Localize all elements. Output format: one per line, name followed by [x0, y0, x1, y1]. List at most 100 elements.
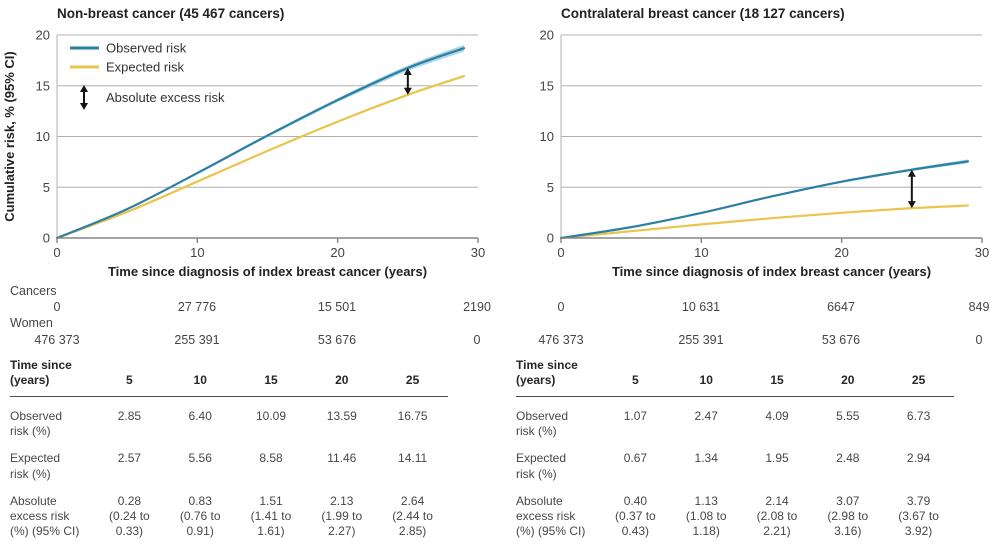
excess-value: 0.40 (0.37 to 0.43) [615, 493, 656, 538]
column-header: 5 [126, 373, 133, 388]
y-tick-label: 20 [36, 28, 50, 43]
x-axis-title: Time since diagnosis of index breast can… [612, 264, 931, 279]
observed-value: 13.59 [326, 409, 357, 424]
excess-risk-row: Absolute excess risk (%) (95% CI) 0.40 (0.3… [516, 494, 954, 539]
cancers-count: 6647 [827, 300, 855, 314]
column-header: 10 [699, 373, 713, 388]
row-label-expected: Expected risk (%) [516, 451, 567, 481]
observed-value: 2.47 [694, 409, 718, 424]
column-header: 25 [405, 373, 420, 388]
women-count: 255 391 [678, 333, 724, 347]
observed-value: 10.09 [255, 409, 286, 424]
excess-value: 1.51 (1.41 to 1.61) [250, 493, 292, 538]
cancers-count: 849 [968, 300, 990, 314]
excess-value: 3.79 (3.67 to 3.92) [898, 493, 939, 538]
table-header-row: Time since (years) 5 10 15 20 25 [10, 356, 448, 398]
expected-risk-row: Expected risk (%) 0.67 1.34 1.95 2.48 2.9… [516, 451, 954, 481]
cancers-count: 0 [53, 300, 61, 314]
excess-value: 2.13 (1.99 to 2.27) [321, 493, 363, 538]
y-tick-label: 0 [43, 231, 50, 246]
observed-value: 1.07 [623, 409, 648, 424]
chart-title: Non-breast cancer (45 467 cancers) [57, 6, 284, 21]
excess-risk-row: Absolute excess risk (%) (95% CI) 0.28 (0.2… [10, 494, 448, 539]
excess-value: 1.13 (1.08 to 1.18) [685, 493, 727, 538]
women-count: 53 676 [821, 333, 861, 347]
expected-value: 2.94 [906, 451, 931, 466]
expected-value: 8.58 [259, 451, 283, 466]
expected-value: 14.11 [398, 451, 428, 466]
y-tick-label: 10 [540, 129, 554, 144]
row-label-observed: Observed risk (%) [516, 409, 569, 439]
x-tick-label: 0 [557, 245, 564, 260]
row-label-excess: Absolute excess risk (%) (95% CI) [516, 493, 586, 538]
row-label-expected: Expected risk (%) [10, 451, 61, 481]
numbers-at-risk-left: Cancers 0 27 776 15 501 2190 Women 476 3… [0, 284, 500, 354]
y-tick-label: 0 [547, 231, 554, 246]
column-header: 20 [335, 373, 349, 388]
chart-non-breast-cancer: 0 10 20 30 0 5 10 15 20 Non-breast cancer (45 467… [2, 6, 485, 279]
y-axis-title: Cumulative risk, % (95% CI) [2, 51, 17, 222]
cancers-row-label: Cancers [10, 284, 57, 298]
expected-value: 0.67 [623, 451, 648, 466]
observed-risk-row: Observed risk (%) 2.85 6.40 10.09 13.59 1… [10, 409, 448, 439]
excess-value: 2.14 (2.08 to 2.21) [756, 493, 798, 538]
legend-observed-label: Observed risk [106, 41, 187, 56]
cancers-count: 15 501 [317, 300, 357, 314]
cancers-count: 0 [557, 300, 565, 314]
column-header: 15 [264, 373, 278, 388]
x-tick-label: 30 [471, 245, 485, 260]
column-header: 15 [770, 373, 784, 388]
observed-value: 16.75 [397, 409, 428, 424]
arrow-head-up [80, 85, 88, 92]
y-tick-label: 15 [36, 78, 50, 93]
women-count: 476 373 [34, 333, 80, 347]
women-count: 476 373 [538, 333, 584, 347]
observed-value: 2.85 [117, 409, 142, 424]
row-label-excess: Absolute excess risk (%) (95% CI) [10, 493, 80, 538]
observed-value: 6.73 [906, 409, 931, 424]
x-tick-label: 20 [330, 245, 344, 260]
header-time-since: Time since (years) [516, 358, 578, 388]
excess-arrow [907, 169, 916, 209]
expected-value: 5.56 [188, 451, 212, 466]
cancers-count: 27 776 [177, 300, 217, 314]
excess-value: 0.28 (0.24 to 0.33) [109, 493, 150, 538]
row-label-observed: Observed risk (%) [10, 409, 63, 439]
observed-line [559, 160, 970, 240]
expected-value: 2.57 [117, 451, 142, 466]
column-header: 20 [841, 373, 855, 388]
y-tick-label: 5 [547, 180, 554, 195]
table-header-row: Time since (years) 5 10 15 20 25 [516, 356, 954, 398]
x-axis-title: Time since diagnosis of index breast can… [108, 264, 427, 279]
excess-value: 3.07 (2.98 to 3.16) [827, 493, 869, 538]
column-header: 5 [632, 373, 639, 388]
y-tick-label: 20 [540, 28, 554, 43]
chart-title: Contralateral breast cancer (18 127 canc… [561, 6, 845, 21]
panel-non-breast-cancer: 0 10 20 30 0 5 10 15 20 Non-breast cancer (45 467… [0, 6, 500, 539]
cancers-count: 10 631 [681, 300, 721, 314]
observed-value: 5.55 [836, 409, 860, 424]
women-count: 0 [975, 333, 983, 347]
expected-risk-row: Expected risk (%) 2.57 5.56 8.58 11.46 14… [10, 451, 448, 481]
x-tick-label: 30 [975, 245, 989, 260]
x-tick-label: 10 [694, 245, 708, 260]
expected-value: 1.34 [694, 451, 718, 466]
arrow-head-down [403, 87, 412, 95]
numbers-at-risk-right: 0 10 631 6647 849 476 373 255 391 53 676… [500, 284, 1000, 354]
excess-arrow [403, 67, 412, 95]
women-count: 53 676 [317, 333, 357, 347]
expected-line [55, 75, 466, 240]
y-tick-label: 5 [43, 180, 50, 195]
arrow-head-down [80, 103, 88, 110]
arrow-head-up [907, 169, 916, 177]
women-count: 255 391 [174, 333, 220, 347]
excess-value: 0.83 (0.76 to 0.91) [179, 493, 221, 538]
excess-value: 2.64 (2.44 to 2.85) [392, 493, 433, 538]
summary-table-non-breast: Time since (years) 5 10 15 20 25 Observed… [10, 356, 448, 539]
expected-value: 11.46 [327, 451, 357, 466]
legend-excess-arrow-icon [80, 85, 88, 110]
women-row-label: Women [10, 316, 53, 330]
observed-value: 6.40 [188, 409, 212, 424]
expected-line [559, 204, 970, 240]
